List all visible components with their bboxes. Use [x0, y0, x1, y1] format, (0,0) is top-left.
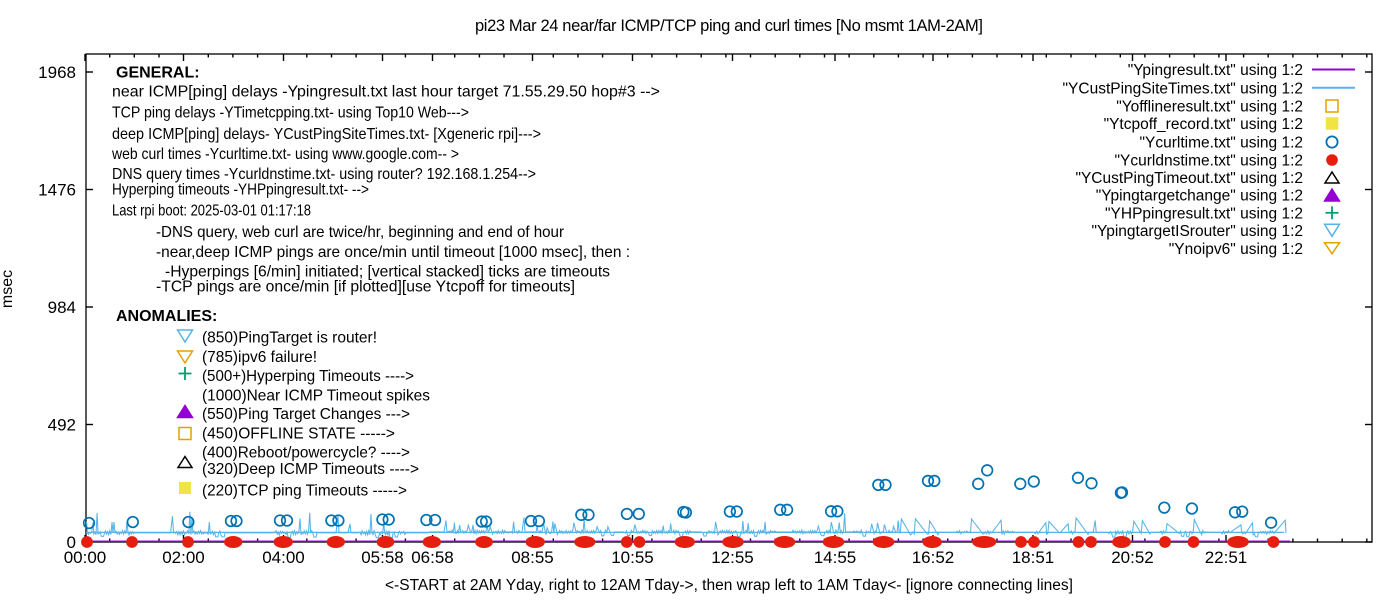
svg-text:(785)ipv6 failure!: (785)ipv6 failure!: [202, 349, 317, 366]
svg-text:18:51: 18:51: [1012, 548, 1055, 567]
svg-text:"Ynoipv6" using 1:2: "Ynoipv6" using 1:2: [1169, 241, 1303, 258]
svg-text:"Yofflineresult.txt" using 1:2: "Yofflineresult.txt" using 1:2: [1116, 99, 1303, 116]
svg-text:1476: 1476: [38, 181, 76, 200]
svg-text:16:52: 16:52: [912, 548, 955, 567]
svg-text:-TCP pings are once/min [if pl: -TCP pings are once/min [if plotted][use…: [156, 279, 575, 296]
svg-text:(320)Deep ICMP Timeouts ---->: (320)Deep ICMP Timeouts ---->: [202, 461, 419, 478]
svg-text:(220)TCP ping Timeouts ----->: (220)TCP ping Timeouts ----->: [202, 483, 407, 500]
svg-text:"Ypingresult.txt" using 1:2: "Ypingresult.txt" using 1:2: [1128, 62, 1303, 79]
svg-text:(550)Ping Target Changes --->: (550)Ping Target Changes --->: [202, 406, 410, 423]
svg-text:1968: 1968: [38, 63, 76, 82]
svg-text:(500+)Hyperping Timeouts ---->: (500+)Hyperping Timeouts ---->: [202, 368, 414, 385]
svg-text:"YpingtargetISrouter" using 1:: "YpingtargetISrouter" using 1:2: [1092, 223, 1303, 240]
svg-text:"Ytcpoff_record.txt" using 1:2: "Ytcpoff_record.txt" using 1:2: [1104, 116, 1303, 133]
svg-text:"YHPpingresult.txt" using 1:2: "YHPpingresult.txt" using 1:2: [1105, 205, 1303, 222]
svg-text:DNS query times -Ycurldnstime.: DNS query times -Ycurldnstime.txt- using…: [112, 166, 536, 183]
svg-text:-near,deep ICMP pings are once: -near,deep ICMP pings are once/min until…: [156, 244, 630, 261]
svg-text:12:55: 12:55: [711, 548, 754, 567]
svg-text:deep ICMP[ping] delays- YCustP: deep ICMP[ping] delays- YCustPingSiteTim…: [112, 126, 541, 143]
svg-text:web curl times -Ycurltime.txt-: web curl times -Ycurltime.txt- using www…: [111, 146, 459, 163]
svg-text:10:55: 10:55: [611, 548, 654, 567]
svg-text:20:52: 20:52: [1111, 548, 1154, 567]
svg-text:(400)Reboot/powercycle? ---->: (400)Reboot/powercycle? ---->: [202, 445, 410, 462]
svg-text:Last rpi boot: 2025-03-01 01:1: Last rpi boot: 2025-03-01 01:17:18: [112, 203, 311, 220]
svg-text:02:00: 02:00: [162, 548, 205, 567]
svg-text:04:00: 04:00: [262, 548, 305, 567]
svg-text:"YCustPingSiteTimes.txt" using: "YCustPingSiteTimes.txt" using 1:2: [1063, 80, 1303, 97]
svg-text:Hyperping timeouts -YHPpingres: Hyperping timeouts -YHPpingresult.txt- -…: [112, 182, 369, 199]
svg-text:00:00: 00:00: [64, 548, 107, 567]
svg-text:"Ycurldnstime.txt" using 1:2: "Ycurldnstime.txt" using 1:2: [1115, 153, 1303, 170]
svg-text:"Ypingtargetchange" using 1:2: "Ypingtargetchange" using 1:2: [1096, 188, 1303, 205]
svg-text:06:58: 06:58: [411, 548, 454, 567]
svg-text:near ICMP[ping] delays -Ypingr: near ICMP[ping] delays -Ypingresult.txt …: [112, 84, 660, 101]
svg-text:ANOMALIES:: ANOMALIES:: [116, 308, 217, 325]
svg-text:(850)PingTarget is router!: (850)PingTarget is router!: [202, 330, 377, 347]
svg-text:-Hyperpings [6/min] initiated;: -Hyperpings [6/min] initiated; [vertical…: [165, 264, 610, 281]
svg-text:22:51: 22:51: [1205, 548, 1248, 567]
svg-text:984: 984: [48, 298, 76, 317]
svg-text:"YCustPingTimeout.txt" using 1: "YCustPingTimeout.txt" using 1:2: [1075, 170, 1303, 187]
svg-text:05:58: 05:58: [361, 548, 404, 567]
svg-text:GENERAL:: GENERAL:: [116, 65, 200, 82]
svg-text:-DNS query, web curl are twice: -DNS query, web curl are twice/hr, begin…: [156, 224, 565, 241]
svg-text:TCP ping delays -YTimetcpping.: TCP ping delays -YTimetcpping.txt- using…: [112, 105, 469, 122]
svg-text:msec: msec: [0, 270, 16, 308]
svg-text:<-START at 2AM Yday, right to: <-START at 2AM Yday, right to 12AM Tday-…: [385, 577, 1073, 594]
svg-text:492: 492: [48, 416, 76, 435]
svg-text:(450)OFFLINE STATE ----->: (450)OFFLINE STATE ----->: [202, 426, 395, 443]
svg-text:(1000)Near ICMP Timeout spikes: (1000)Near ICMP Timeout spikes: [202, 388, 430, 405]
svg-text:"Ycurltime.txt" using 1:2: "Ycurltime.txt" using 1:2: [1140, 135, 1303, 152]
svg-text:0: 0: [67, 533, 76, 552]
svg-text:14:55: 14:55: [814, 548, 857, 567]
svg-text:pi23 Mar 24 near/far ICMP/TCP: pi23 Mar 24 near/far ICMP/TCP ping and c…: [475, 17, 983, 35]
svg-text:08:55: 08:55: [511, 548, 554, 567]
